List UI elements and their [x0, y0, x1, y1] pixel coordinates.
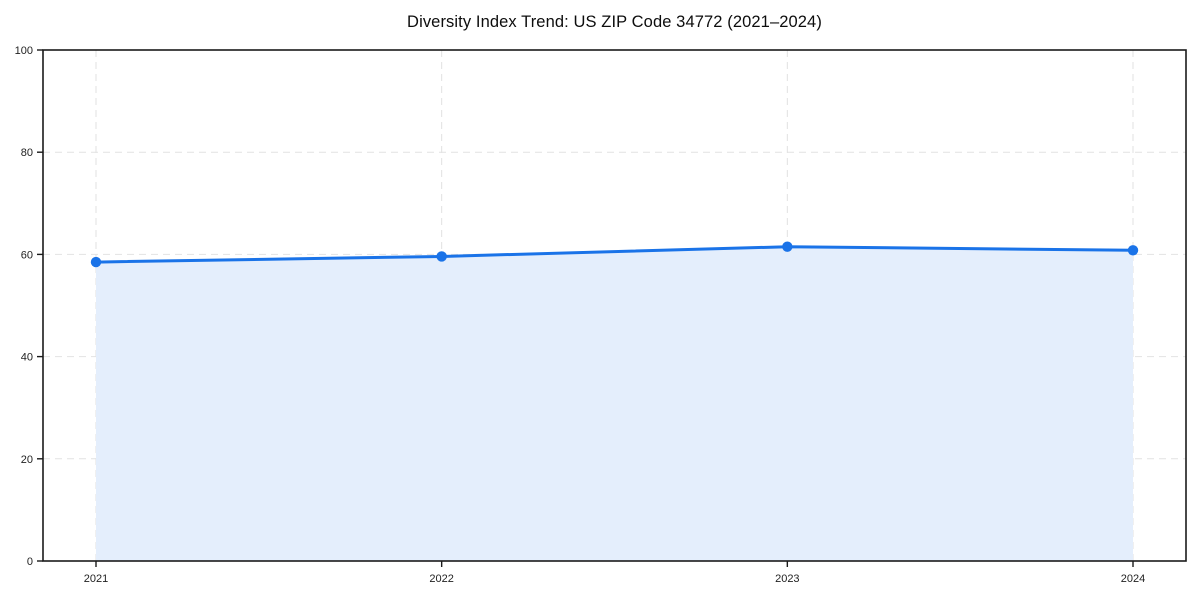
x-tick-label: 2022 [429, 573, 453, 585]
y-tick-label: 80 [21, 147, 33, 159]
chart-title: Diversity Index Trend: US ZIP Code 34772… [407, 13, 822, 31]
y-tick-label: 0 [27, 556, 33, 568]
plot-border [42, 49, 1187, 562]
y-tick-label: 40 [21, 352, 33, 364]
data-point [782, 241, 793, 252]
area-fill [96, 246, 1133, 562]
trend-line [94, 245, 1135, 264]
x-tick-label: 2024 [1121, 573, 1145, 585]
data-point [90, 256, 102, 268]
y-tick-label: 100 [15, 45, 33, 57]
y-tick-label: 60 [21, 249, 33, 261]
y-tick-label: 20 [21, 454, 33, 466]
x-tick-label: 2021 [84, 573, 108, 585]
data-point [436, 251, 447, 262]
x-tick-label: 2023 [775, 573, 799, 585]
data-point [1127, 245, 1139, 256]
